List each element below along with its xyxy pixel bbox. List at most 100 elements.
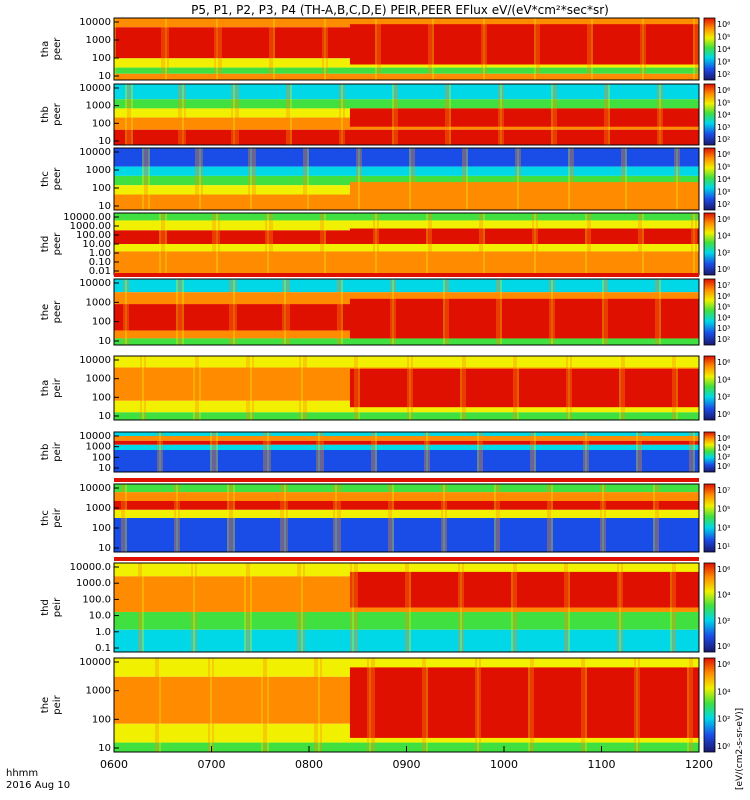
variability-stripe <box>674 563 676 652</box>
variability-stripe <box>282 484 284 552</box>
variability-stripe <box>481 213 483 275</box>
variability-stripe <box>405 563 407 652</box>
colorbar-tick-label: 10⁶ <box>717 660 730 669</box>
variability-stripe <box>657 84 659 145</box>
variability-stripe <box>449 84 451 145</box>
variability-stripe <box>248 148 250 210</box>
variability-stripe <box>409 148 411 210</box>
variability-stripe <box>246 356 248 420</box>
variability-stripe <box>390 484 392 552</box>
variability-stripe <box>479 213 481 275</box>
variability-stripe <box>640 18 642 80</box>
panel-thd-peir: 10000.0 1000.0 100.0 10.0 1.0 0.1 thd peir 10⁶ 10… <box>40 557 730 654</box>
energy-band <box>114 509 699 518</box>
variability-stripe <box>318 432 320 472</box>
variability-stripe <box>536 18 538 80</box>
variability-stripe <box>394 84 396 145</box>
variability-stripe <box>494 484 496 552</box>
y-tick-label: 1000.00 <box>70 221 111 232</box>
variability-stripe <box>528 658 530 752</box>
panel-label-species: peir <box>52 694 63 714</box>
colorbar-tick-label: 10⁷ <box>717 281 730 290</box>
variability-stripe <box>604 84 606 145</box>
variability-stripe <box>174 484 176 552</box>
panel-label-species: peer <box>52 37 63 61</box>
variability-stripe <box>265 432 267 472</box>
variability-stripe <box>125 484 127 552</box>
variability-stripe <box>250 148 252 210</box>
y-tick-label: 100.00 <box>76 230 111 241</box>
energy-band <box>114 67 699 74</box>
y-tick-label: 10000 <box>79 17 111 28</box>
colorbar-tick-label: 10³ <box>717 324 730 333</box>
colorbar-tick-label: 10³ <box>717 58 730 67</box>
colorbar-tick-label: 10⁵ <box>717 303 730 312</box>
variability-stripe <box>479 658 481 752</box>
variability-stripe <box>591 18 593 80</box>
variability-stripe <box>517 356 519 420</box>
spectrogram-thd-peir <box>114 563 699 652</box>
variability-stripe <box>341 84 343 145</box>
variability-stripe <box>375 18 377 80</box>
energy-band <box>114 148 699 167</box>
colorbar-tick-label: 10² <box>717 200 730 209</box>
variability-stripe <box>125 84 127 145</box>
colorbar-tick-label: 10⁷ <box>717 486 730 495</box>
energy-band <box>114 356 699 368</box>
colorbar-tick-label: 10⁴ <box>717 232 730 241</box>
colorbar-tick-label: 10⁶ <box>717 86 730 95</box>
variability-stripe <box>303 563 305 652</box>
variability-stripe <box>356 563 358 652</box>
variability-stripe <box>445 84 447 145</box>
energy-band <box>114 84 699 100</box>
variability-stripe <box>214 213 216 275</box>
variability-stripe <box>479 432 481 472</box>
variability-stripe <box>424 658 426 752</box>
y-tick-label: 100.0 <box>82 594 111 605</box>
y-tick-label: 10000 <box>79 83 111 94</box>
variability-stripe <box>532 658 534 752</box>
variability-stripe <box>182 84 184 145</box>
variability-stripe <box>661 84 663 145</box>
colorbar-tick-label: 10⁴ <box>717 175 730 184</box>
y-tick-label: 10.0 <box>89 611 111 622</box>
variability-stripe <box>212 432 214 472</box>
colorbar-tick-label: 10³ <box>717 523 730 532</box>
variability-stripe <box>138 563 140 652</box>
variability-stripe <box>411 356 413 420</box>
variability-stripe <box>335 484 337 552</box>
variability-stripe <box>515 563 517 652</box>
variability-stripe <box>218 18 220 80</box>
variability-stripe <box>246 563 248 652</box>
variability-stripe <box>606 84 608 145</box>
variability-stripe <box>691 432 693 472</box>
variability-stripe <box>695 18 697 80</box>
variability-stripe <box>220 18 222 80</box>
variability-stripe <box>566 563 568 652</box>
variability-stripe <box>619 356 621 420</box>
variability-stripe <box>354 356 356 420</box>
colorbar-label: [eV/(cm2-s-sr-eV)] <box>735 708 745 790</box>
variability-stripe <box>282 279 284 345</box>
y-tick-label: 100 <box>92 183 111 194</box>
variability-stripe <box>165 213 167 275</box>
variability-stripe <box>657 279 659 345</box>
energy-band <box>114 611 699 630</box>
panel-label-species: peir <box>52 597 63 617</box>
variability-stripe <box>379 18 381 80</box>
panel-frame <box>113 147 700 211</box>
variability-stripe <box>144 148 146 210</box>
variability-stripe <box>426 432 428 472</box>
panel-label-probe: thb <box>40 106 51 123</box>
variability-stripe <box>286 84 288 145</box>
variability-stripe <box>212 213 214 275</box>
variability-stripe <box>131 84 133 145</box>
variability-stripe <box>659 279 661 345</box>
variability-stripe <box>536 213 538 275</box>
variability-stripe <box>163 18 165 80</box>
variability-stripe <box>697 18 699 80</box>
y-tick-label: 10000 <box>79 147 111 158</box>
variability-stripe <box>123 484 125 552</box>
y-tick-label: 1000 <box>86 374 111 385</box>
